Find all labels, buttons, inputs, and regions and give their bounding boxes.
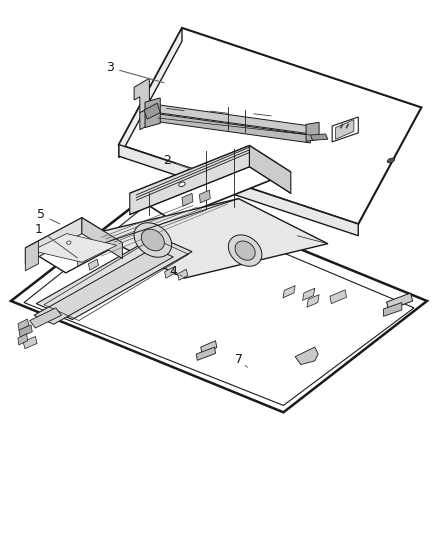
Polygon shape <box>250 146 291 193</box>
Polygon shape <box>196 347 215 360</box>
Polygon shape <box>88 259 99 270</box>
Polygon shape <box>134 78 149 113</box>
Polygon shape <box>178 269 187 280</box>
Polygon shape <box>36 236 192 319</box>
Polygon shape <box>25 217 122 273</box>
Polygon shape <box>140 109 147 130</box>
Polygon shape <box>119 144 358 236</box>
Ellipse shape <box>235 241 255 260</box>
Polygon shape <box>32 233 117 262</box>
Polygon shape <box>307 295 319 308</box>
Polygon shape <box>18 319 29 330</box>
Polygon shape <box>11 190 427 413</box>
Polygon shape <box>295 347 318 365</box>
Polygon shape <box>332 117 358 142</box>
Polygon shape <box>95 199 328 278</box>
Polygon shape <box>311 134 328 140</box>
Polygon shape <box>158 105 311 134</box>
Polygon shape <box>119 28 182 158</box>
Ellipse shape <box>67 241 71 244</box>
Polygon shape <box>34 248 173 324</box>
Polygon shape <box>158 114 311 143</box>
Ellipse shape <box>387 158 395 163</box>
Polygon shape <box>303 288 315 301</box>
Polygon shape <box>82 217 122 259</box>
Polygon shape <box>25 217 82 264</box>
Polygon shape <box>201 341 217 354</box>
Text: 3: 3 <box>106 61 164 83</box>
Text: 2: 2 <box>163 154 190 168</box>
Polygon shape <box>119 28 421 224</box>
Polygon shape <box>387 293 413 310</box>
Polygon shape <box>130 146 250 215</box>
Polygon shape <box>23 336 37 349</box>
Ellipse shape <box>134 223 172 257</box>
Polygon shape <box>199 190 210 203</box>
Polygon shape <box>18 334 28 345</box>
Text: 1: 1 <box>35 223 78 258</box>
Text: 5: 5 <box>36 208 60 224</box>
Polygon shape <box>130 146 291 220</box>
Polygon shape <box>182 193 193 206</box>
Ellipse shape <box>228 235 262 266</box>
Polygon shape <box>144 103 160 119</box>
Polygon shape <box>384 303 402 317</box>
Polygon shape <box>283 286 295 298</box>
Polygon shape <box>145 98 160 127</box>
Polygon shape <box>19 325 32 337</box>
Ellipse shape <box>141 229 164 251</box>
Polygon shape <box>25 241 39 271</box>
Ellipse shape <box>179 182 185 187</box>
Text: 7: 7 <box>235 353 247 367</box>
Polygon shape <box>306 122 319 141</box>
Polygon shape <box>165 267 175 278</box>
Polygon shape <box>336 119 354 139</box>
Polygon shape <box>30 308 61 328</box>
Text: 4: 4 <box>170 265 182 278</box>
Polygon shape <box>77 255 87 266</box>
Polygon shape <box>330 290 346 304</box>
